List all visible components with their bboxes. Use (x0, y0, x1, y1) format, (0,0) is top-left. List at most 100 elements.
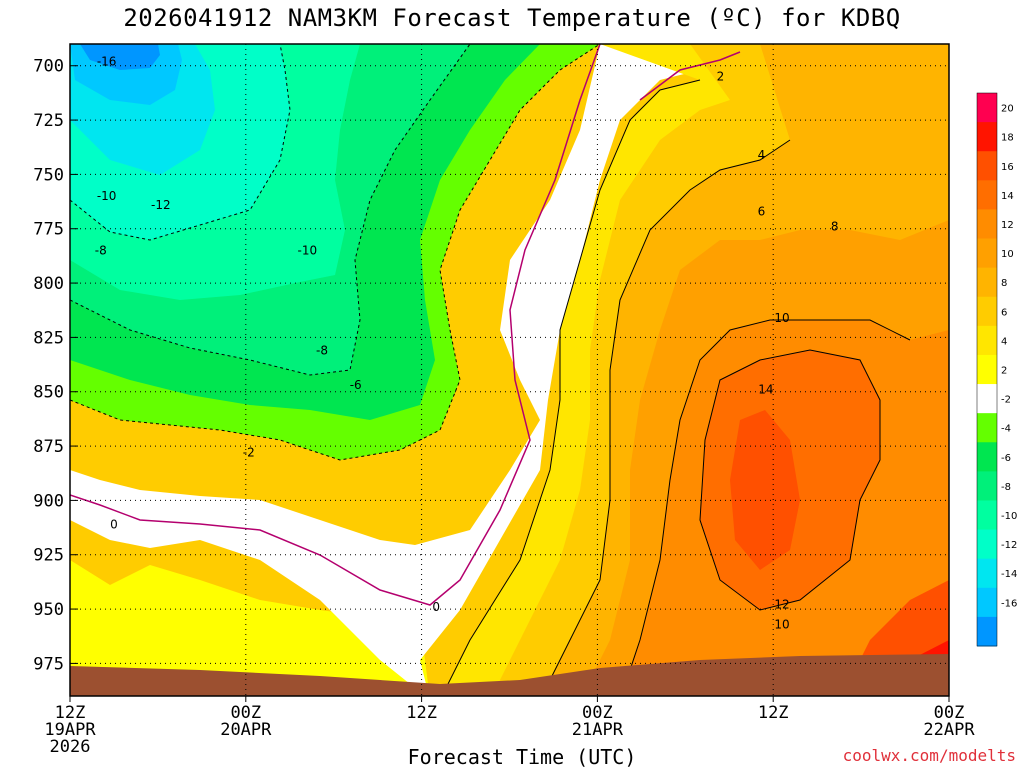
colorbar: 20 18 16 14 12 10 8 6 4 2 -2 -4 -6 -8 -10 -12 -14 -16 (976, 92, 1017, 647)
colorbar-segment (977, 122, 997, 152)
colorbar-segment (977, 354, 997, 385)
y-tick-label: 925 (33, 546, 64, 566)
plot-frame (69, 43, 950, 697)
x-tick-label: 12Z (406, 703, 437, 723)
colorbar-label: 14 (1001, 191, 1014, 202)
contour-label: 14 (758, 383, 773, 397)
colorbar-segment (977, 267, 997, 298)
colorbar-label: 8 (1001, 278, 1007, 289)
colorbar-segment (977, 209, 997, 240)
colorbar-segment (977, 296, 997, 327)
contour-label: -8 (95, 243, 107, 257)
colorbar-segment (977, 529, 997, 560)
colorbar-segment (977, 180, 997, 210)
x-tick-label: 12Z (55, 703, 86, 723)
colorbar-segment (977, 384, 997, 414)
colorbar-segment (977, 587, 997, 618)
contour-labels: -16 -10 -12 -8 -10 -8 -6 -2 0 0 2 4 6 8 10 14 12 10 (95, 54, 839, 631)
y-tick-label: 875 (33, 437, 64, 457)
colorbar-label: -4 (1001, 424, 1011, 435)
x-axis-title: Forecast Time (UTC) (407, 745, 637, 769)
contour-label: -6 (350, 378, 362, 392)
contour-label: -2 (243, 446, 255, 460)
isotherm-8 (541, 139, 791, 696)
colorbar-segment (977, 442, 997, 472)
x-tick-label: 21APR (572, 720, 624, 740)
colorbar-segment (977, 471, 997, 501)
isotherm-neg8 (70, 44, 471, 376)
x-tick-label: 00Z (230, 703, 261, 723)
contour-label: -10 (97, 189, 117, 203)
region-0-band (70, 44, 740, 696)
contour-label: 0 (110, 517, 118, 531)
colorbar-label: -12 (1001, 540, 1017, 551)
credit-link[interactable]: coolwx.com/modelts (842, 746, 1016, 765)
colorbar-segment (977, 325, 997, 356)
y-tick-label: 750 (33, 165, 64, 185)
region-16 (730, 410, 800, 570)
contour-label: 10 (774, 311, 789, 325)
colorbar-label: 6 (1001, 307, 1007, 318)
x-tick-label: 20APR (220, 720, 272, 740)
y-tick-label: 850 (33, 383, 64, 403)
colorbar-frame (976, 92, 998, 647)
colorbar-label: -6 (1001, 453, 1011, 464)
contour-label: -8 (316, 343, 328, 357)
colorbar-segment (977, 151, 997, 181)
contour-label: 2 (717, 70, 725, 84)
contour-fill-layer: -16 -10 -12 -8 -10 -8 -6 -2 0 0 2 4 6 8 10 14 12 10 (70, 44, 949, 696)
y-tick-label: 900 (33, 491, 64, 511)
isotherm-4 (441, 79, 701, 696)
colorbar-segment (977, 93, 997, 123)
x-tick-label: 12Z (758, 703, 789, 723)
y-tick-label: 800 (33, 274, 64, 294)
region-2-band (70, 560, 430, 696)
colorbar-label: 2 (1001, 366, 1007, 377)
contour-label: -16 (97, 54, 117, 68)
contour-label: 12 (774, 598, 789, 612)
y-tick-label: 975 (33, 654, 64, 674)
y-tick-label: 950 (33, 600, 64, 620)
colorbar-label: -10 (1001, 511, 1017, 522)
x-tick-label: 00Z (582, 703, 613, 723)
isotherm-zero-right (639, 51, 741, 101)
y-tick-label: 700 (33, 57, 64, 77)
contour-label: 6 (758, 204, 766, 218)
isotherm-neg4 (70, 44, 601, 461)
x-tick-label: 00Z (934, 703, 965, 723)
contour-label: -10 (298, 243, 318, 257)
isotherm-zero-left (70, 44, 601, 606)
colorbar-segment (977, 500, 997, 531)
colorbar-label: 12 (1001, 220, 1014, 231)
region-neg18 (80, 44, 160, 70)
colorbar-segment (977, 616, 997, 647)
chart-title: 2026041912 NAM3KM Forecast Temperature (… (123, 4, 901, 32)
contour-label: 8 (831, 220, 839, 234)
colorbar-label: 18 (1001, 133, 1014, 144)
grid-lines (70, 44, 949, 696)
x-tick-label: 19APR (44, 720, 96, 740)
colorbar-label: -8 (1001, 482, 1011, 493)
colorbar-label: 16 (1001, 162, 1014, 173)
y-axis: 700 725 750 775 800 825 850 875 900 925 950 975 (33, 57, 78, 674)
ground-terrain (70, 654, 949, 696)
x-tick-label: 22APR (923, 720, 975, 740)
colorbar-label: 4 (1001, 336, 1007, 347)
isotherm-neg12 (70, 44, 291, 241)
colorbar-segment (977, 558, 997, 589)
colorbar-label: -14 (1001, 569, 1017, 580)
x-tick-label: 2026 (50, 737, 91, 757)
contour-label: 4 (758, 148, 766, 162)
colorbar-label: -16 (1001, 598, 1017, 609)
y-tick-label: 725 (33, 111, 64, 131)
contour-label: -12 (151, 198, 171, 212)
colorbar-label: 20 (1001, 104, 1014, 115)
colorbar-label: 10 (1001, 249, 1014, 260)
isotherm-12 (620, 319, 911, 696)
colorbar-segment (977, 238, 997, 269)
contour-label: 0 (432, 600, 440, 614)
contour-label: 10 (774, 617, 789, 631)
y-tick-label: 825 (33, 328, 64, 348)
